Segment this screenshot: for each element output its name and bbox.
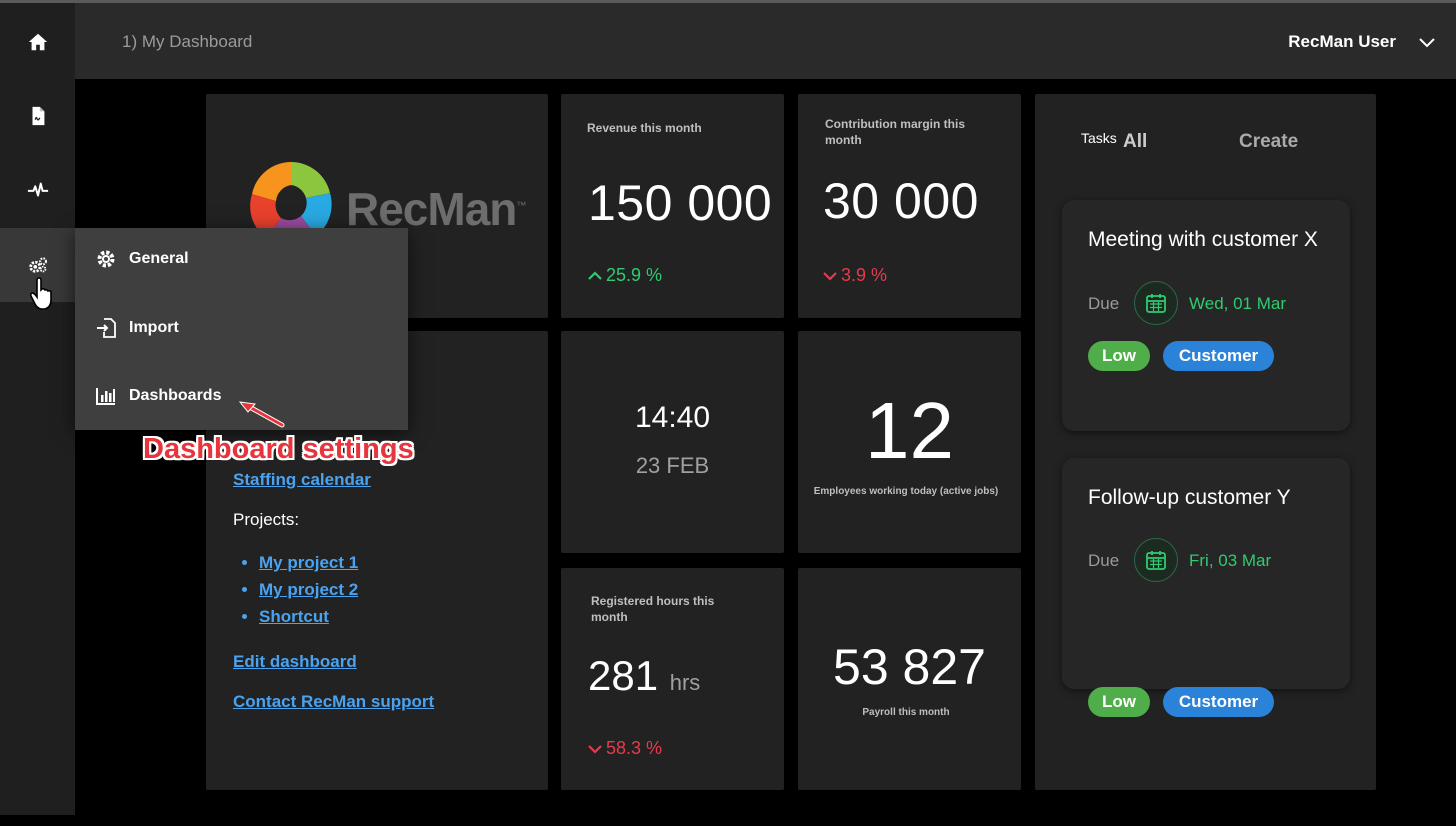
hours-delta: 58.3 % <box>588 738 662 759</box>
list-item: My project 2 <box>259 576 358 603</box>
sidebar <box>0 3 75 815</box>
payroll-value: 53 827 <box>833 639 986 695</box>
revenue-delta: 25.9 % <box>588 265 662 286</box>
breadcrumb[interactable]: 1) My Dashboard <box>122 32 253 51</box>
due-date: Wed, 01 Mar <box>1189 294 1287 313</box>
payroll-tile: 53 827 Payroll this month <box>798 568 1021 790</box>
settings-gears-icon <box>28 257 47 273</box>
gear-icon <box>97 250 115 268</box>
payroll-label: Payroll this month <box>862 707 950 718</box>
registered-hours-tile: Registered hours this month 281 hrs 58.3… <box>561 568 784 790</box>
employees-label: Employees working today (active jobs) <box>813 486 999 497</box>
settings-dropdown-menu: General Import Dashboards <box>75 228 408 430</box>
clock-date: 23 FEB <box>635 453 710 478</box>
tasks-filter-all[interactable]: All <box>1123 131 1148 152</box>
calendar-icon-button[interactable] <box>1134 281 1178 325</box>
employees-tile: 12 Employees working today (active jobs) <box>798 331 1021 553</box>
clock-tile: 14:40 23 FEB <box>561 331 784 553</box>
list-item: My project 1 <box>259 549 358 576</box>
import-icon <box>97 318 116 338</box>
chevron-down-icon <box>588 744 602 754</box>
chevron-down-icon <box>823 271 837 281</box>
revenue-label: Revenue this month <box>587 121 702 135</box>
calendar-icon-button[interactable] <box>1134 538 1178 582</box>
category-badge: Customer <box>1163 687 1274 717</box>
project-link[interactable]: My project 1 <box>259 553 359 572</box>
sidebar-item-activity[interactable] <box>0 153 75 227</box>
home-icon <box>28 33 47 51</box>
calendar-icon <box>1146 294 1166 313</box>
hand-cursor-icon <box>29 277 52 310</box>
tasks-create-button[interactable]: Create <box>1239 131 1299 152</box>
logo-text: RecMan™ <box>346 183 526 235</box>
shortcut-link[interactable]: Shortcut <box>259 607 329 626</box>
task-card[interactable]: Meeting with customer X Due Wed, 01 Mar … <box>1062 200 1350 431</box>
employees-value: 12 <box>865 386 954 475</box>
staffing-calendar-link[interactable]: Staffing calendar <box>233 470 371 489</box>
tasks-title: Tasks <box>1081 130 1117 146</box>
pulse-icon <box>27 182 48 197</box>
projects-label: Projects: <box>233 510 300 529</box>
due-label: Due <box>1088 551 1120 570</box>
revenue-value: 150 000 <box>588 175 773 231</box>
sidebar-item-documents[interactable] <box>0 79 75 153</box>
chevron-down-icon[interactable] <box>1418 33 1436 51</box>
contribution-margin-tile: Contribution margin this month 30 000 3.… <box>798 94 1021 318</box>
clock-time: 14:40 <box>634 401 711 434</box>
document-icon <box>32 106 44 126</box>
menu-item-general[interactable]: General <box>95 248 189 270</box>
hours-value: 281 hrs <box>588 652 701 699</box>
tasks-panel: Tasks All Create Meeting with customer X… <box>1035 94 1376 790</box>
due-label: Due <box>1088 294 1120 313</box>
user-menu-name[interactable]: RecMan User <box>1288 32 1396 51</box>
bar-chart-icon <box>96 388 115 405</box>
chevron-up-icon <box>588 270 602 280</box>
margin-label: Contribution margin this month <box>825 117 965 147</box>
category-badge: Customer <box>1163 341 1274 371</box>
menu-item-dashboards[interactable]: Dashboards <box>95 385 221 407</box>
revenue-tile: Revenue this month 150 000 25.9 % <box>561 94 784 318</box>
priority-badge: Low <box>1088 687 1150 717</box>
priority-badge: Low <box>1088 341 1150 371</box>
project-list: My project 1 My project 2 Shortcut <box>259 549 358 630</box>
task-card[interactable]: Follow-up customer Y Due Fri, 03 Mar Low… <box>1062 458 1350 717</box>
contact-support-link[interactable]: Contact RecMan support <box>233 692 435 711</box>
annotation-arrow <box>238 401 285 428</box>
annotation-label: Dashboard settings <box>143 433 414 465</box>
top-header: 1) My Dashboard RecMan User <box>75 3 1456 79</box>
margin-value: 30 000 <box>823 173 979 229</box>
hours-unit: hrs <box>669 670 701 695</box>
margin-delta: 3.9 % <box>823 265 887 286</box>
due-date: Fri, 03 Mar <box>1189 551 1272 570</box>
task-title: Follow-up customer Y <box>1088 486 1291 509</box>
edit-dashboard-link[interactable]: Edit dashboard <box>233 652 357 671</box>
calendar-icon <box>1146 551 1166 570</box>
hours-label: Registered hours this month <box>591 594 715 624</box>
top-border <box>0 0 1456 3</box>
menu-item-import[interactable]: Import <box>95 317 179 339</box>
sidebar-item-home[interactable] <box>0 5 75 79</box>
project-link[interactable]: My project 2 <box>259 580 359 599</box>
list-item: Shortcut <box>259 603 358 630</box>
task-title: Meeting with customer X <box>1088 228 1318 251</box>
